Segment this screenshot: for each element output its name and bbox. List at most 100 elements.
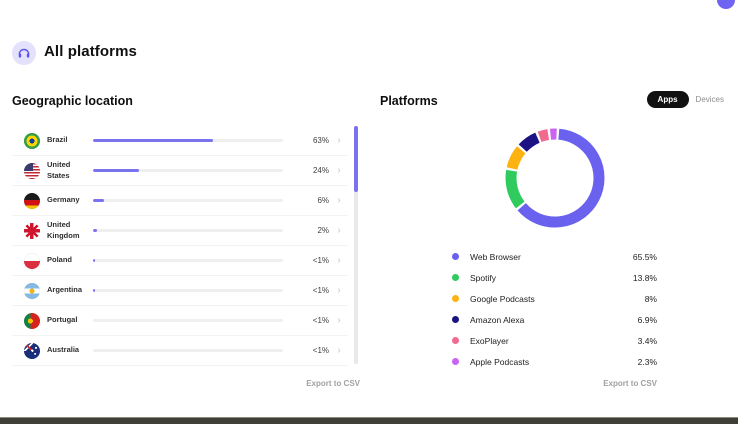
legend-value: 65.5% [632, 251, 657, 262]
country-list: Brazil 63% › United States 24% › Germany… [12, 126, 348, 366]
country-bar [93, 169, 283, 172]
legend-row: Spotify 13.8% [452, 267, 657, 288]
country-bar-fill [93, 199, 105, 202]
chevron-right-icon: › [337, 194, 341, 206]
legend-row: Web Browser 65.5% [452, 246, 657, 267]
page-title: All platforms [44, 43, 137, 60]
apps-toggle-button[interactable]: Apps [646, 91, 689, 108]
flag-icon [24, 252, 40, 269]
country-bar [93, 259, 283, 262]
country-percent: 24% [312, 166, 329, 175]
legend-dot-icon [452, 295, 459, 302]
country-name: Portugal [47, 315, 78, 325]
country-bar-fill [93, 259, 95, 262]
flag-icon [24, 342, 40, 359]
legend-label: Apple Podcasts [470, 356, 530, 367]
legend-row: Google Podcasts 8% [452, 288, 657, 309]
chevron-right-icon: › [337, 284, 341, 296]
donut-segment-web-browser[interactable] [517, 128, 605, 228]
country-row[interactable]: United States 24% › [12, 156, 348, 186]
country-row[interactable]: Brazil 63% › [12, 126, 348, 156]
flag-icon [24, 312, 40, 329]
country-row[interactable]: Germany 6% › [12, 186, 348, 216]
legend-label: Google Podcasts [470, 293, 535, 304]
flag-icon [24, 192, 40, 209]
country-percent: <1% [312, 286, 329, 295]
chevron-right-icon: › [337, 254, 341, 266]
country-name: United States [47, 160, 71, 180]
country-percent: <1% [312, 316, 329, 325]
country-bar [93, 229, 283, 232]
legend-value: 3.4% [637, 335, 657, 346]
country-row[interactable]: United Kingdom 2% › [12, 216, 348, 246]
chevron-right-icon: › [337, 134, 341, 146]
country-name: Poland [47, 255, 73, 265]
legend-label: ExoPlayer [470, 335, 509, 346]
legend-dot-icon [452, 316, 459, 323]
country-row[interactable]: Australia <1% › [12, 336, 348, 366]
country-bar [93, 139, 283, 142]
scrollbar-thumb[interactable] [354, 126, 358, 192]
country-percent: <1% [312, 256, 329, 265]
country-name: United Kingdom [47, 220, 80, 240]
legend-label: Spotify [470, 272, 496, 283]
legend-row: Amazon Alexa 6.9% [452, 309, 657, 330]
devices-toggle-button[interactable]: Devices [696, 91, 724, 108]
legend-dot-icon [452, 253, 459, 260]
country-bar-fill [93, 169, 139, 172]
donut-segment-google-podcasts[interactable] [506, 146, 526, 170]
geo-section-heading: Geographic location [12, 94, 133, 108]
headphones-icon [12, 41, 36, 65]
legend-dot-icon [452, 274, 459, 281]
legend-label: Amazon Alexa [470, 314, 525, 325]
platforms-export-csv-link[interactable]: Export to CSV [603, 379, 657, 388]
country-list-scrollbar[interactable] [354, 126, 358, 364]
country-row[interactable]: Argentina <1% › [12, 276, 348, 306]
legend-dot-icon [452, 358, 459, 365]
legend-value: 8% [644, 293, 657, 304]
country-bar [93, 289, 283, 292]
country-name: Australia [47, 345, 80, 355]
chevron-right-icon: › [337, 314, 341, 326]
country-percent: 2% [317, 226, 329, 235]
country-bar-fill [93, 139, 213, 142]
country-percent: 6% [317, 196, 329, 205]
donut-segment-spotify[interactable] [505, 169, 525, 209]
country-row[interactable]: Poland <1% › [12, 246, 348, 276]
platforms-donut-chart [505, 128, 605, 228]
country-name: Argentina [47, 285, 83, 295]
country-bar-fill [93, 229, 97, 232]
flag-icon [24, 282, 40, 299]
country-name: Germany [47, 195, 80, 205]
legend-value: 6.9% [637, 314, 657, 325]
platforms-section-heading: Platforms [380, 94, 438, 108]
country-name: Brazil [47, 135, 68, 145]
country-bar-fill [93, 289, 95, 292]
chevron-right-icon: › [337, 344, 341, 356]
country-bar [93, 349, 283, 352]
flag-icon [24, 162, 40, 179]
avatar[interactable] [717, 0, 735, 9]
legend-value: 13.8% [632, 272, 657, 283]
country-bar [93, 319, 283, 322]
flag-icon [24, 132, 40, 149]
legend-row: Apple Podcasts 2.3% [452, 351, 657, 372]
country-row[interactable]: Portugal <1% › [12, 306, 348, 336]
donut-segment-amazon-alexa[interactable] [518, 132, 540, 153]
platforms-legend: Web Browser 65.5% Spotify 13.8% Google P… [452, 246, 657, 372]
donut-segment-exoplayer[interactable] [537, 129, 550, 142]
legend-row: ExoPlayer 3.4% [452, 330, 657, 351]
apps-devices-toggle: Apps Devices [646, 91, 724, 108]
country-bar [93, 199, 283, 202]
geo-export-csv-link[interactable]: Export to CSV [306, 379, 360, 388]
flag-icon [24, 222, 40, 239]
country-percent: <1% [312, 346, 329, 355]
legend-dot-icon [452, 337, 459, 344]
country-percent: 63% [312, 136, 329, 145]
chevron-right-icon: › [337, 224, 341, 236]
chevron-right-icon: › [337, 164, 341, 176]
bottom-window-edge [0, 417, 738, 424]
legend-label: Web Browser [470, 251, 521, 262]
legend-value: 2.3% [637, 356, 657, 367]
